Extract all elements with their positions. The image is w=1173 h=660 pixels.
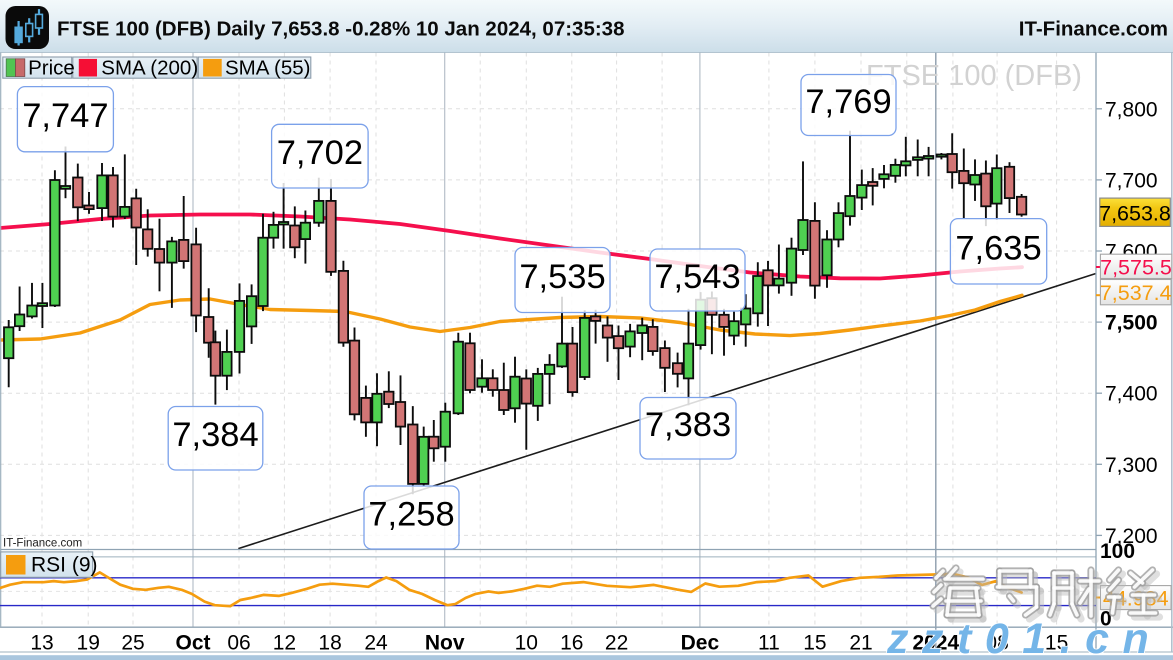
svg-text:25: 25 [121, 632, 144, 655]
svg-text:7,535: 7,535 [519, 258, 605, 296]
svg-text:10: 10 [515, 632, 538, 655]
svg-text:IT-Finance.com: IT-Finance.com [3, 538, 82, 550]
svg-text:7,769: 7,769 [805, 83, 891, 121]
svg-text:13: 13 [30, 632, 53, 655]
svg-text:7,300: 7,300 [1105, 454, 1158, 477]
svg-text:2024: 2024 [912, 632, 959, 655]
svg-text:7,258: 7,258 [368, 496, 454, 534]
svg-text:7,400: 7,400 [1105, 383, 1158, 406]
svg-text:7,702: 7,702 [277, 134, 363, 172]
svg-text:15: 15 [803, 632, 826, 655]
svg-text:7,200: 7,200 [1105, 525, 1158, 548]
svg-text:zzt01.cn: zzt01.cn [886, 615, 1162, 660]
svg-text:7,543: 7,543 [654, 258, 740, 296]
svg-text:7,800: 7,800 [1105, 98, 1158, 121]
svg-text:SMA (55): SMA (55) [225, 56, 310, 79]
svg-text:7,575.5: 7,575.5 [1100, 255, 1172, 279]
svg-text:SMA (200): SMA (200) [101, 56, 198, 79]
svg-text:18: 18 [318, 632, 341, 655]
svg-text:24: 24 [364, 632, 388, 655]
svg-text:7,537.4: 7,537.4 [1100, 281, 1172, 305]
svg-text:Dec: Dec [681, 632, 720, 655]
svg-text:19: 19 [77, 632, 100, 655]
svg-text:0: 0 [1100, 608, 1112, 631]
svg-text:IT-Finance.com: IT-Finance.com [1019, 18, 1168, 41]
svg-text:7,500: 7,500 [1105, 312, 1158, 335]
svg-text:7,747: 7,747 [22, 97, 108, 135]
svg-text:100: 100 [1100, 540, 1135, 563]
svg-text:15: 15 [1045, 632, 1068, 655]
svg-text:Oct: Oct [175, 632, 210, 655]
svg-text:7,384: 7,384 [172, 416, 258, 454]
svg-text:22: 22 [605, 632, 628, 655]
svg-text:11: 11 [758, 632, 780, 655]
svg-text:7,700: 7,700 [1105, 169, 1158, 192]
svg-text:16: 16 [560, 632, 583, 655]
svg-text:Price: Price [28, 56, 75, 79]
svg-text:FTSE 100 (DFB): FTSE 100 (DFB) [866, 60, 1082, 92]
svg-text:7,635: 7,635 [955, 229, 1041, 267]
svg-text:Nov: Nov [425, 632, 465, 655]
svg-text:12: 12 [273, 632, 296, 655]
svg-text:21: 21 [849, 632, 872, 655]
svg-text:08: 08 [985, 632, 1008, 655]
svg-text:RSI (9): RSI (9) [31, 554, 98, 577]
svg-text:FTSE 100 (DFB) Daily 7,653.8 -: FTSE 100 (DFB) Daily 7,653.8 -0.28% 10 J… [57, 18, 624, 41]
svg-text:7,653.8: 7,653.8 [1099, 201, 1171, 225]
svg-text:7,383: 7,383 [645, 406, 731, 444]
svg-text:06: 06 [227, 632, 250, 655]
